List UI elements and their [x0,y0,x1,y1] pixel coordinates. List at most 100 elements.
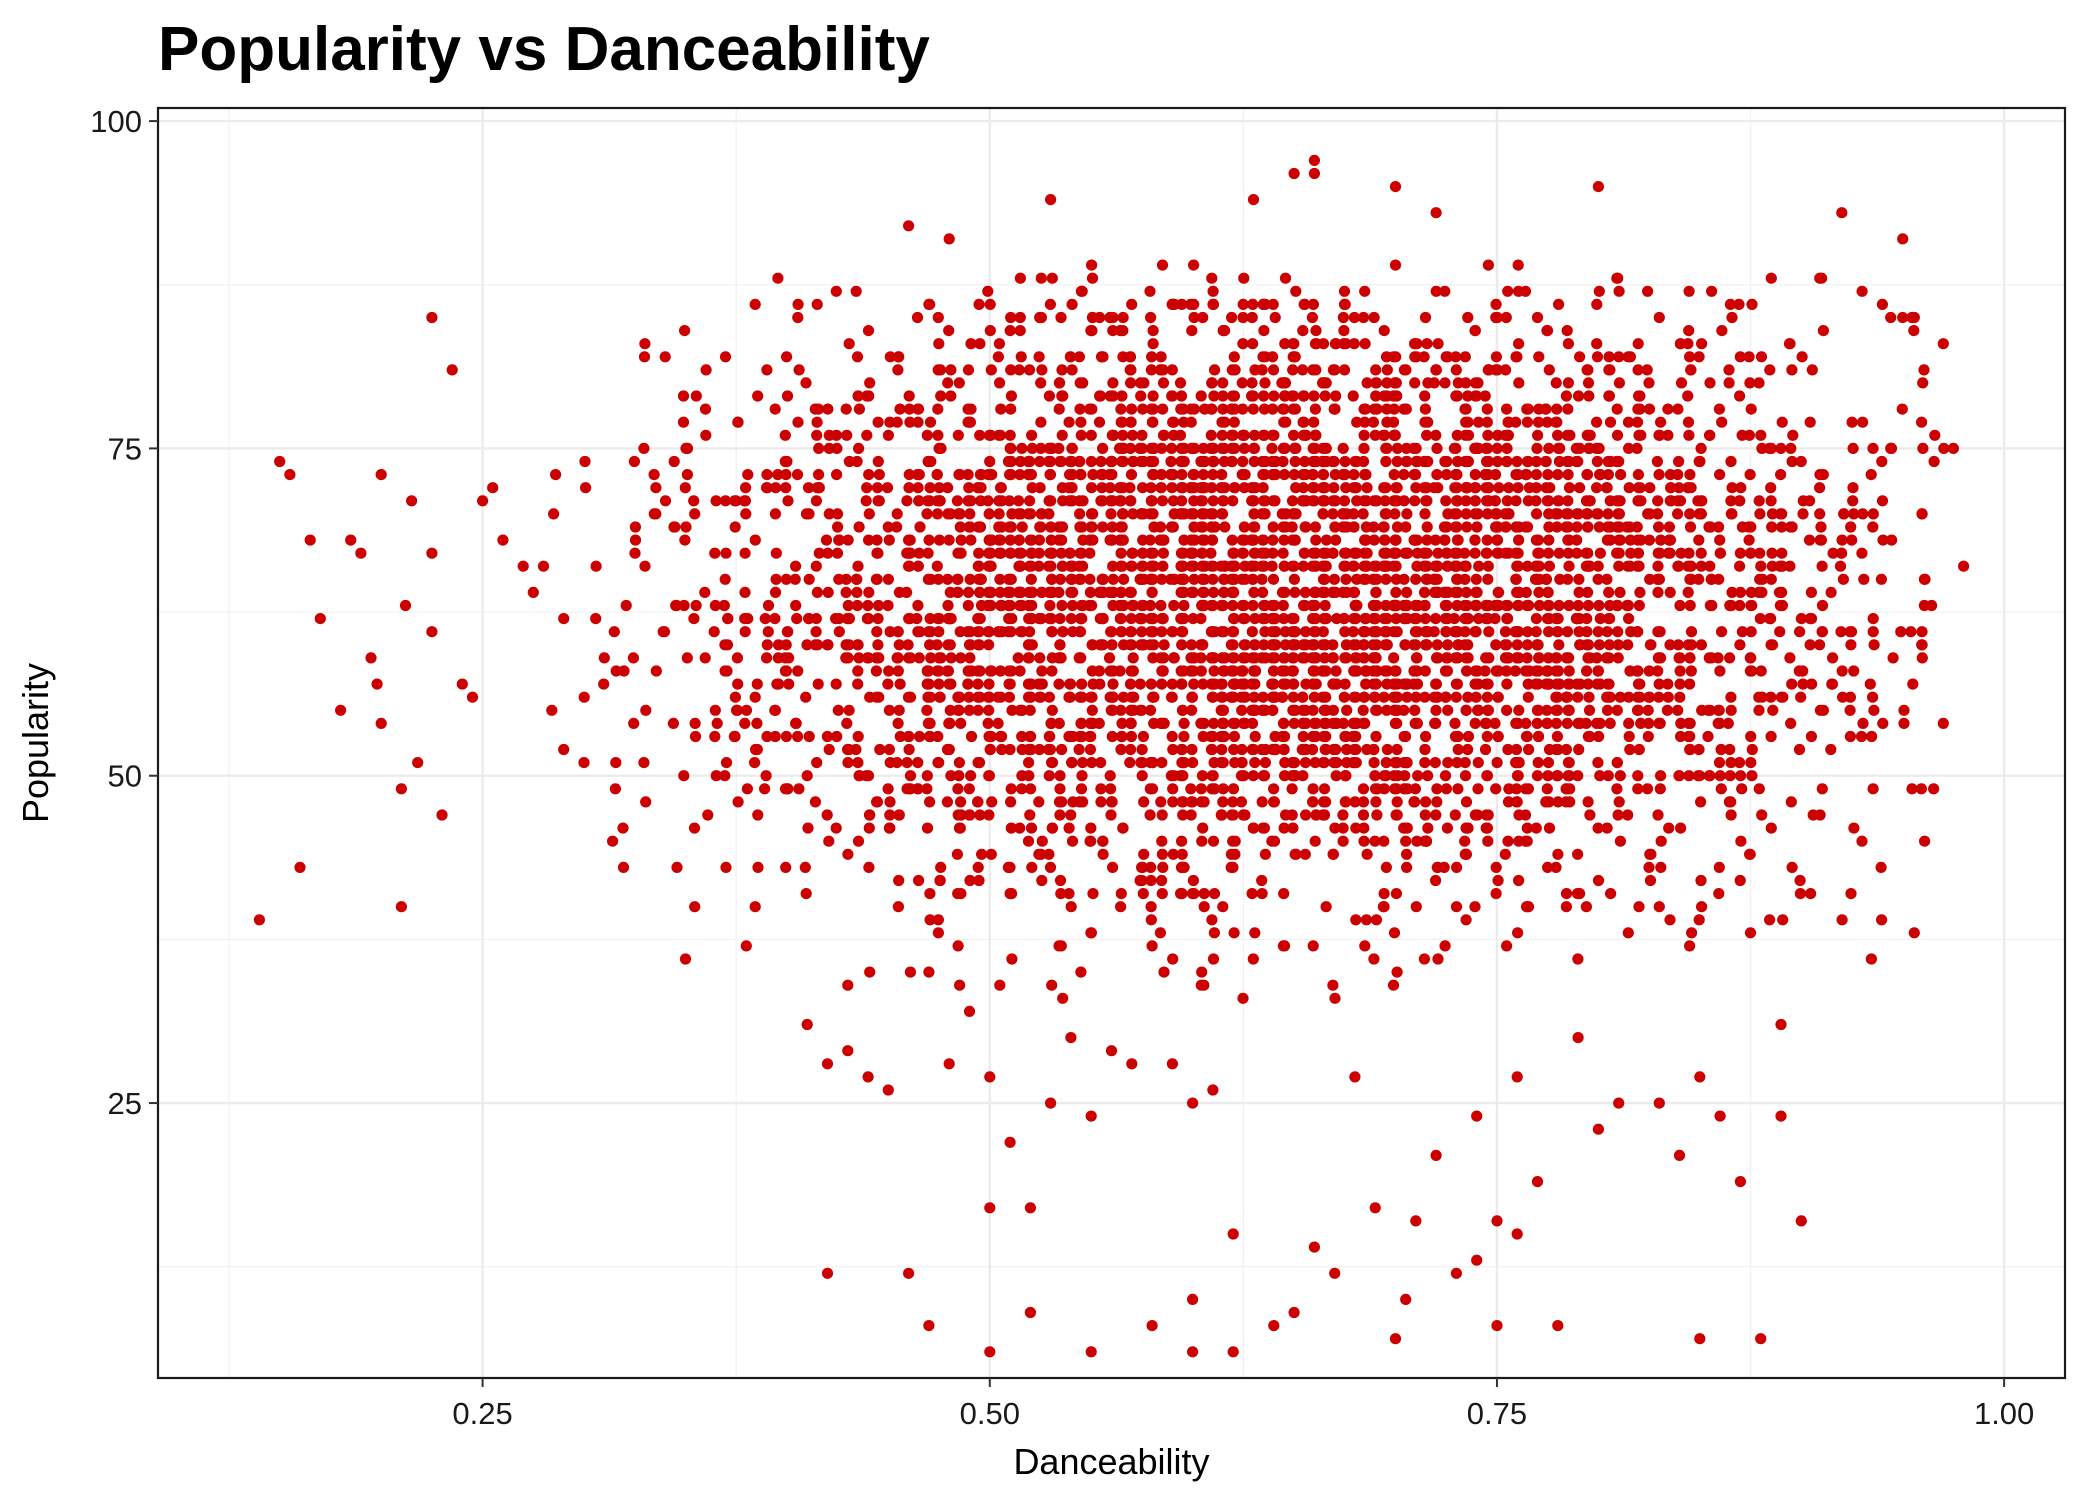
data-point [1389,1333,1402,1345]
data-point [1440,652,1453,664]
data-point [1574,442,1586,454]
data-point [1115,547,1127,559]
data-point [1168,298,1180,310]
data-point [1360,678,1372,690]
data-point [1338,325,1350,337]
data-point [1634,586,1646,599]
data-point [558,743,570,756]
data-point [1125,416,1137,428]
data-point [1571,678,1583,690]
data-point [1409,377,1421,389]
data-point [1073,743,1085,756]
data-point [1663,822,1675,834]
data-point [1530,482,1542,494]
data-point [1601,482,1613,494]
data-point [1157,547,1169,559]
data-point [1574,482,1586,494]
data-point [487,482,499,494]
data-point [1054,783,1066,795]
data-point [517,560,529,572]
data-point [739,547,751,559]
data-point [1450,390,1462,402]
data-point [1451,495,1463,507]
x-axis-label: Danceability [1013,1441,1209,1482]
data-point [1248,455,1260,468]
data-point [1046,704,1058,716]
data-point [1238,678,1250,690]
data-point [579,455,591,468]
data-point [1124,351,1136,363]
data-point [1533,599,1546,612]
data-point [1217,495,1230,507]
data-point [1734,390,1746,402]
data-point [1744,927,1757,939]
data-point [1521,639,1533,651]
data-point [1401,848,1413,860]
data-point [873,495,885,507]
data-point [1035,848,1047,860]
data-point [629,547,641,559]
data-point [1481,599,1493,612]
data-point [830,822,842,834]
data-point [872,547,884,559]
data-point [1337,442,1349,454]
data-point [1522,691,1534,703]
data-point [1441,822,1453,834]
data-point [578,691,590,703]
data-point [1267,665,1280,677]
data-point [983,508,995,520]
data-point [792,730,804,743]
data-point [1543,560,1555,572]
data-point [1743,351,1755,363]
data-point [1662,429,1674,441]
y-tick-label: 25 [108,1086,142,1121]
data-point [1256,704,1268,716]
data-point [974,429,986,441]
data-point [1552,796,1564,808]
data-point [1004,888,1016,900]
data-point [770,573,782,585]
data-point [1470,573,1482,585]
data-point [1279,377,1291,389]
data-point [1641,364,1653,376]
data-point [842,757,854,769]
data-point [1107,377,1119,389]
data-point [1276,508,1288,520]
data-point [1543,534,1555,546]
data-point [1065,455,1077,468]
data-point [994,377,1006,389]
data-point [1216,717,1228,730]
data-point [1594,469,1606,481]
data-point [1693,743,1705,756]
data-point [1236,743,1248,756]
data-point [985,848,997,860]
data-point [965,730,978,743]
data-point [1308,390,1320,402]
data-point [1561,652,1573,664]
data-point [1034,482,1046,494]
data-point [975,482,987,494]
data-point [1491,442,1503,454]
data-point [1743,429,1755,441]
data-point [1411,835,1423,847]
data-point [1391,521,1404,533]
data-point [1368,743,1380,756]
data-point [1013,534,1025,546]
data-point [1481,534,1493,546]
data-point [1185,639,1198,651]
data-point [1765,482,1777,494]
data-point [1340,652,1352,664]
data-point [1104,770,1116,782]
data-point [822,547,834,559]
data-point [1053,678,1065,690]
data-point [1026,442,1038,454]
data-point [892,626,904,638]
data-point [1278,743,1290,756]
data-point [1156,757,1168,769]
data-point [1064,351,1076,363]
data-point [1369,783,1382,795]
data-point [1157,861,1169,874]
data-point [1847,482,1859,494]
data-point [1168,416,1180,428]
data-point [1369,613,1381,625]
